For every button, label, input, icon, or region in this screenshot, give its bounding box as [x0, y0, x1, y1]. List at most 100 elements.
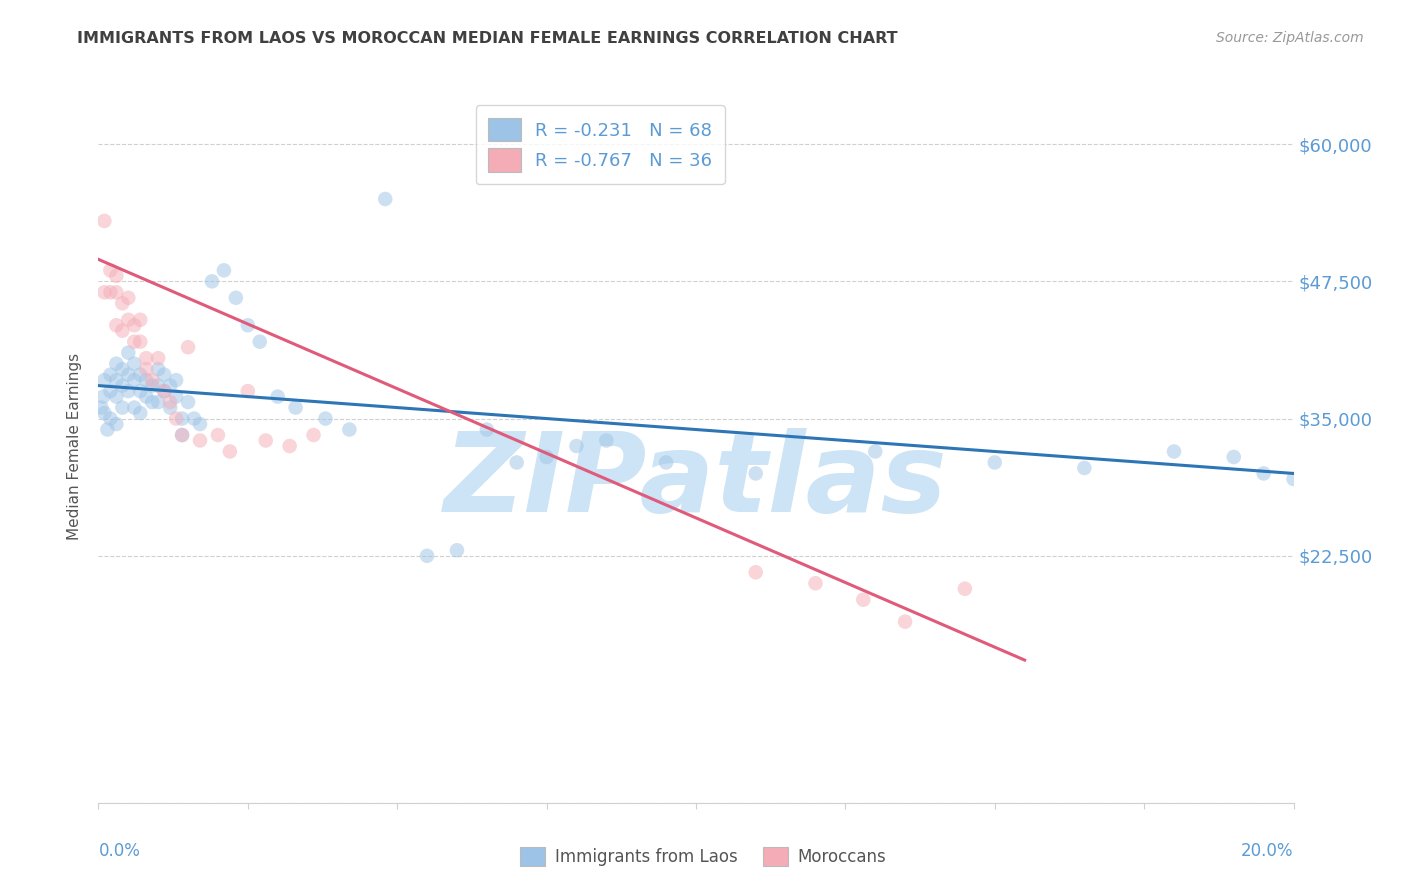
Point: [159, 401, 181, 415]
Point: [141, 373, 163, 387]
Point: [105, 417, 128, 431]
Point: [129, 368, 152, 382]
Point: [117, 384, 139, 398]
Y-axis label: Median Female Earnings: Median Female Earnings: [67, 352, 83, 540]
Point: [1253, 467, 1275, 481]
Point: [416, 549, 439, 563]
Text: ZIPatlas: ZIPatlas: [444, 428, 948, 535]
Point: [225, 291, 247, 305]
Point: [117, 368, 139, 382]
Point: [153, 368, 176, 382]
Point: [315, 411, 337, 425]
Point: [135, 390, 157, 404]
Point: [135, 362, 157, 376]
Point: [124, 334, 146, 349]
Point: [129, 384, 152, 398]
Point: [159, 395, 181, 409]
Point: [124, 373, 146, 387]
Point: [565, 439, 588, 453]
Point: [98, 368, 122, 382]
Point: [804, 576, 827, 591]
Point: [98, 411, 122, 425]
Point: [153, 384, 176, 398]
Point: [117, 345, 139, 359]
Point: [374, 192, 396, 206]
Point: [655, 455, 678, 469]
Point: [93, 406, 115, 420]
Point: [96, 423, 118, 437]
Point: [172, 428, 194, 442]
Point: [105, 373, 128, 387]
Point: [1073, 461, 1095, 475]
Point: [93, 373, 115, 387]
Point: [98, 384, 122, 398]
Point: [93, 214, 115, 228]
Point: [117, 312, 139, 326]
Point: [91, 390, 114, 404]
Point: [135, 373, 157, 387]
Point: [506, 455, 529, 469]
Point: [852, 592, 875, 607]
Point: [165, 390, 187, 404]
Point: [249, 334, 271, 349]
Point: [111, 401, 134, 415]
Point: [219, 444, 242, 458]
Point: [148, 362, 170, 376]
Point: [188, 417, 211, 431]
Point: [201, 274, 224, 288]
Point: [188, 434, 211, 448]
Point: [1282, 472, 1305, 486]
Point: [111, 378, 134, 392]
Point: [141, 378, 163, 392]
Text: IMMIGRANTS FROM LAOS VS MOROCCAN MEDIAN FEMALE EARNINGS CORRELATION CHART: IMMIGRANTS FROM LAOS VS MOROCCAN MEDIAN …: [77, 31, 898, 46]
Text: 20.0%: 20.0%: [1241, 842, 1294, 860]
Point: [135, 351, 157, 366]
Point: [894, 615, 917, 629]
Point: [124, 318, 146, 333]
Point: [536, 450, 558, 464]
Point: [90, 401, 112, 415]
Point: [865, 444, 887, 458]
Point: [124, 401, 146, 415]
Point: [745, 467, 768, 481]
Point: [111, 296, 134, 310]
Point: [111, 362, 134, 376]
Point: [177, 395, 200, 409]
Point: [984, 455, 1007, 469]
Point: [302, 428, 325, 442]
Point: [254, 434, 277, 448]
Point: [111, 324, 134, 338]
Point: [148, 351, 170, 366]
Point: [98, 263, 122, 277]
Point: [595, 434, 617, 448]
Point: [148, 395, 170, 409]
Text: 0.0%: 0.0%: [98, 842, 141, 860]
Point: [177, 340, 200, 354]
Point: [475, 423, 498, 437]
Point: [745, 566, 768, 580]
Point: [105, 285, 128, 300]
Point: [93, 285, 115, 300]
Point: [129, 312, 152, 326]
Point: [105, 357, 128, 371]
Point: [98, 285, 122, 300]
Point: [129, 334, 152, 349]
Legend: Immigrants from Laos, Moroccans: Immigrants from Laos, Moroccans: [512, 838, 894, 875]
Point: [339, 423, 361, 437]
Point: [212, 263, 235, 277]
Point: [105, 268, 128, 283]
Point: [165, 411, 187, 425]
Point: [236, 318, 259, 333]
Point: [236, 384, 259, 398]
Point: [1163, 444, 1185, 458]
Point: [953, 582, 976, 596]
Text: Source: ZipAtlas.com: Source: ZipAtlas.com: [1216, 31, 1364, 45]
Point: [141, 395, 163, 409]
Point: [183, 411, 205, 425]
Point: [159, 378, 181, 392]
Point: [105, 390, 128, 404]
Point: [278, 439, 301, 453]
Point: [284, 401, 307, 415]
Point: [1223, 450, 1246, 464]
Point: [172, 411, 194, 425]
